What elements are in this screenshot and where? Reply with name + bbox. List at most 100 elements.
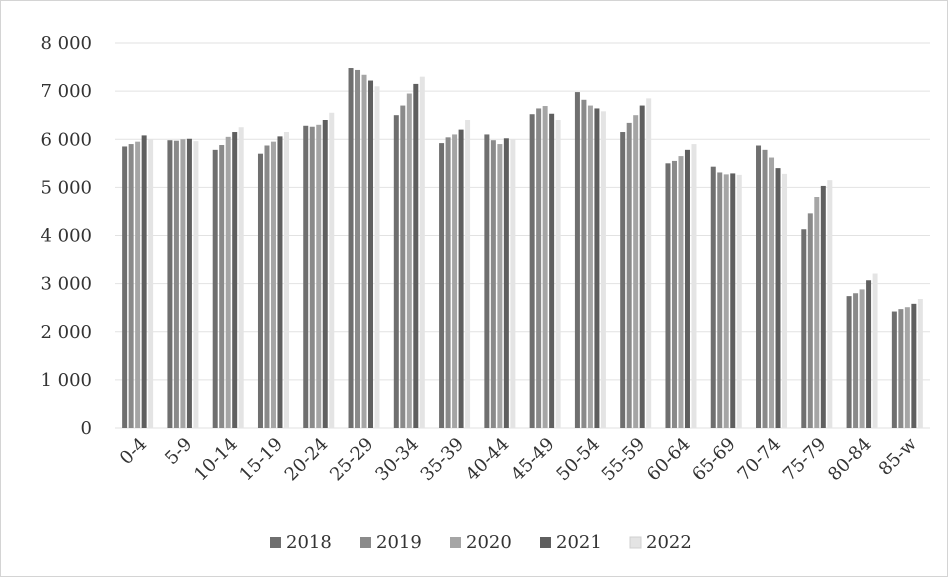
y-tick-label: 6 000 <box>40 129 92 150</box>
bar-2022-5-9 <box>193 141 199 429</box>
bar-2021-15-19 <box>277 136 283 429</box>
bar-2019-30-34 <box>400 105 406 428</box>
y-tick-label: 4 000 <box>40 226 92 247</box>
bar-2018-65-69 <box>710 166 716 428</box>
bar-2021-45-49 <box>549 113 555 429</box>
legend-label-2018: 2018 <box>286 532 332 553</box>
bar-2021-60-64 <box>684 149 690 428</box>
bar-2019-85-w <box>898 309 904 428</box>
y-axis-tick-labels: 0 1 000 2 000 3 000 4 000 5 000 6 000 7 000 8 00… <box>40 33 92 439</box>
gridlines <box>115 42 930 429</box>
bar-2018-70-74 <box>756 145 762 428</box>
bar-2022-70-74 <box>782 173 788 428</box>
legend: 2018 2019 2020 2021 2022 <box>270 532 692 553</box>
bar-2022-40-44 <box>510 139 516 428</box>
bar-2019-80-84 <box>853 293 859 428</box>
legend-swatch-2018 <box>270 537 281 548</box>
y-tick-label: 2 000 <box>40 322 92 343</box>
bar-2020-50-54 <box>587 105 593 428</box>
bar-2022-35-39 <box>465 120 471 428</box>
bar-2021-0-4 <box>141 135 147 428</box>
bar-2019-70-74 <box>762 149 768 428</box>
legend-label-2020: 2020 <box>466 532 512 553</box>
bar-2018-25-29 <box>348 68 354 429</box>
bar-2018-45-49 <box>529 114 535 428</box>
bar-2021-5-9 <box>186 138 192 429</box>
bar-2018-30-34 <box>393 115 399 428</box>
bar-2022-85-w <box>917 299 923 428</box>
bar-2020-10-14 <box>225 136 231 428</box>
legend-swatch-2019 <box>360 537 371 548</box>
legend-label-2019: 2019 <box>376 532 422 553</box>
y-tick-label: 3 000 <box>40 274 92 295</box>
bar-2020-80-84 <box>859 289 865 428</box>
bar-2021-55-59 <box>639 105 645 428</box>
bar-2019-50-54 <box>581 99 587 428</box>
y-tick-label: 5 000 <box>40 177 92 198</box>
bar-2021-65-69 <box>730 173 736 428</box>
bar-2021-20-24 <box>322 120 328 428</box>
bar-2019-55-59 <box>626 122 632 428</box>
bar-2021-75-79 <box>820 185 826 428</box>
bar-2019-20-24 <box>309 126 315 429</box>
bar-2018-15-19 <box>257 153 263 428</box>
bar-2020-30-34 <box>406 93 412 428</box>
bar-2020-75-79 <box>814 197 820 428</box>
bar-2022-75-79 <box>827 180 833 428</box>
bar-2019-15-19 <box>264 145 270 428</box>
bar-2021-80-84 <box>866 280 872 428</box>
bar-2020-5-9 <box>180 139 186 428</box>
bar-2018-55-59 <box>620 132 626 428</box>
bar-2018-0-4 <box>122 146 128 428</box>
bar-2021-85-w <box>911 303 917 428</box>
bar-2020-45-49 <box>542 106 548 428</box>
bar-2022-20-24 <box>329 112 335 428</box>
legend-swatch-2020 <box>450 537 461 548</box>
bar-2018-60-64 <box>665 163 671 428</box>
bar-2018-5-9 <box>167 140 173 428</box>
y-tick-label: 0 <box>81 418 92 439</box>
bar-2022-10-14 <box>238 127 244 428</box>
bar-2019-0-4 <box>128 144 134 428</box>
bar-series <box>122 68 923 429</box>
bar-2022-60-64 <box>691 144 697 428</box>
bar-2019-25-29 <box>355 69 361 428</box>
bar-2018-80-84 <box>846 296 852 428</box>
bar-2018-50-54 <box>574 92 580 429</box>
bar-2019-40-44 <box>490 140 496 428</box>
bar-2018-35-39 <box>439 143 445 428</box>
bar-2022-55-59 <box>646 98 652 428</box>
bar-2020-85-w <box>904 307 910 428</box>
y-tick-label: 8 000 <box>40 33 92 54</box>
bar-2022-45-49 <box>555 120 561 428</box>
bar-2021-35-39 <box>458 129 464 428</box>
bar-2019-35-39 <box>445 137 451 428</box>
bar-2021-50-54 <box>594 108 600 428</box>
bar-2020-70-74 <box>769 157 775 428</box>
legend-label-2022: 2022 <box>646 532 692 553</box>
bar-2018-85-w <box>891 311 897 428</box>
bar-2018-20-24 <box>303 125 309 429</box>
bar-2019-5-9 <box>173 140 179 428</box>
bar-2019-10-14 <box>219 145 225 428</box>
bar-2020-35-39 <box>452 134 458 428</box>
bar-2020-20-24 <box>316 124 322 428</box>
bar-2020-0-4 <box>135 141 141 428</box>
bar-2020-55-59 <box>633 115 639 428</box>
bar-2022-30-34 <box>419 76 425 428</box>
bar-2019-75-79 <box>807 213 813 428</box>
bar-2019-65-69 <box>717 172 723 428</box>
bar-2022-50-54 <box>600 111 606 429</box>
bar-2021-10-14 <box>232 132 238 428</box>
bar-2022-0-4 <box>148 139 154 428</box>
y-tick-label: 7 000 <box>40 81 92 102</box>
bar-2021-25-29 <box>368 80 374 428</box>
bar-2018-75-79 <box>801 229 807 428</box>
bar-2018-40-44 <box>484 134 490 428</box>
bar-2020-40-44 <box>497 144 503 428</box>
legend-label-2021: 2021 <box>556 532 602 553</box>
bar-2021-30-34 <box>413 83 419 428</box>
